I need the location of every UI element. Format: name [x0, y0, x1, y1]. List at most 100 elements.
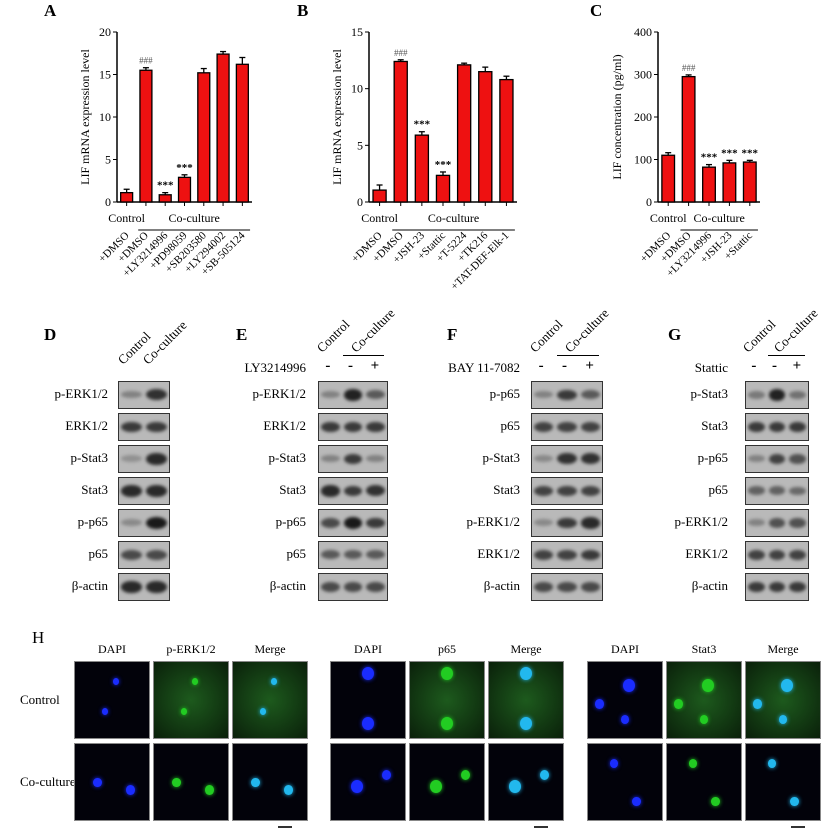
treatment-label: BAY 11-7082: [448, 360, 520, 375]
y-axis-label: LIF mRNA expression level: [330, 49, 344, 185]
significance-marker: ###: [682, 63, 696, 73]
blot-row-label: p65: [88, 546, 109, 561]
cell-nucleus: [631, 796, 641, 807]
blot-row-label: p-p65: [697, 450, 728, 465]
blot-row-label: p-Stat3: [70, 450, 108, 465]
protein-band: [146, 389, 167, 401]
cell-nucleus: [752, 699, 762, 710]
blot-row-label: Stat3: [279, 482, 306, 497]
cell-nucleus: [429, 779, 442, 793]
western-blot-stat3: [318, 477, 388, 505]
row-label: Co-culture: [20, 774, 76, 789]
panel-label: C: [590, 1, 602, 20]
y-tick-label: 100: [634, 153, 652, 167]
protein-band: [366, 485, 385, 497]
blot-row-label: β-actin: [269, 578, 306, 593]
bar: [456, 64, 472, 203]
bar: [435, 174, 451, 203]
bar: [722, 162, 737, 203]
bar: [216, 53, 230, 203]
protein-band: [366, 517, 385, 529]
treatment-label: LY3214996: [244, 360, 306, 375]
y-tick-label: 0: [105, 195, 111, 209]
bar: [499, 78, 514, 203]
western-blot-erk1/2: [745, 541, 809, 569]
y-tick-label: 200: [634, 110, 652, 124]
protein-band: [748, 581, 765, 593]
protein-band: [343, 517, 363, 529]
protein-band: [557, 453, 577, 465]
bar: [414, 134, 430, 203]
blot-row-label: Stat3: [701, 418, 728, 433]
panel-label: F: [447, 325, 458, 344]
treatment-sign: -: [751, 358, 757, 374]
western-blot-p-erk1/2: [531, 509, 603, 537]
group-label-control: Control: [361, 211, 398, 225]
cell-nucleus: [270, 678, 277, 685]
protein-band: [580, 421, 600, 432]
protein-band: [146, 549, 167, 560]
western-blot-stat3: [118, 477, 170, 505]
cell-nucleus: [699, 714, 709, 725]
protein-band: [557, 421, 577, 432]
cell-nucleus: [441, 667, 453, 681]
cell-nucleus: [191, 678, 198, 685]
micrograph-dapi: [330, 743, 406, 821]
bar: [139, 69, 153, 203]
micrograph-merge: [232, 661, 308, 739]
blot-row-label: p-ERK1/2: [252, 386, 306, 401]
protein-band: [366, 550, 385, 560]
protein-band: [557, 549, 577, 560]
scale-bar: [278, 826, 292, 828]
bar: [702, 166, 716, 203]
column-label: Control: [526, 316, 566, 356]
scale-bar: [534, 826, 548, 828]
cell-nucleus: [460, 769, 471, 781]
protein-band: [146, 517, 167, 529]
blot-row-label: p-p65: [275, 514, 306, 529]
y-axis-label: LIF concentration (pg/ml): [610, 54, 624, 179]
group-label-coculture: Co-culture: [428, 211, 479, 225]
blot-row-label: ERK1/2: [685, 546, 728, 561]
bar: [120, 191, 134, 203]
column-header: Merge: [510, 642, 542, 656]
significance-marker: ***: [157, 180, 174, 192]
cell-nucleus: [250, 777, 260, 788]
micrograph-p-erk1/2: [153, 661, 229, 739]
column-label: Co-culture: [770, 305, 821, 356]
western-blot-p-p65: [118, 509, 170, 537]
cell-nucleus: [673, 699, 683, 710]
treatment-sign: +: [792, 358, 802, 374]
micrograph-merge: [745, 743, 821, 821]
western-blot-erk1/2: [118, 413, 170, 441]
cell-nucleus: [620, 714, 630, 725]
protein-band: [343, 550, 363, 560]
y-tick-label: 10: [99, 110, 111, 124]
protein-band: [121, 390, 142, 399]
protein-band: [121, 519, 142, 527]
protein-band: [580, 549, 600, 561]
western-blot-p-erk1/2: [318, 381, 388, 409]
western-blot-β-actin: [318, 573, 388, 601]
protein-band: [534, 421, 554, 432]
blot-row-label: Stat3: [493, 482, 520, 497]
protein-band: [146, 453, 167, 465]
western-blot-p-stat3: [318, 445, 388, 473]
cell-nucleus: [171, 777, 181, 788]
micrograph-merge: [488, 661, 564, 739]
protein-band: [768, 389, 786, 401]
protein-band: [789, 581, 806, 593]
group-label-coculture: Co-culture: [694, 211, 745, 225]
protein-band: [557, 517, 577, 529]
group-underline: [767, 355, 805, 356]
treatment-sign: -: [538, 358, 544, 374]
treatment-sign: -: [562, 358, 567, 374]
column-header: Merge: [254, 642, 286, 656]
treatment-label: Stattic: [694, 360, 728, 375]
protein-band: [343, 389, 363, 401]
western-blot-β-actin: [745, 573, 809, 601]
protein-band: [789, 518, 806, 528]
cell-nucleus: [381, 769, 392, 781]
cell-nucleus: [362, 667, 374, 681]
